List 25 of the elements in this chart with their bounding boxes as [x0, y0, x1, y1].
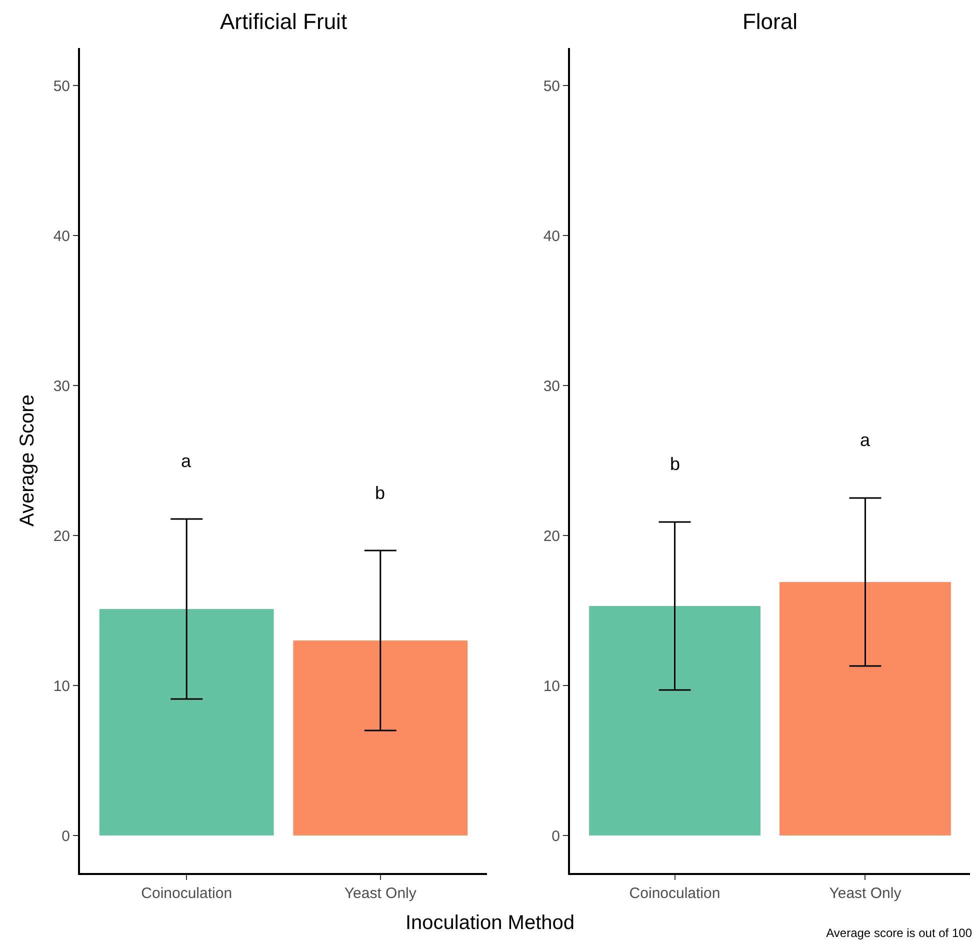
y-tick-label: 30	[53, 378, 70, 395]
y-tick-label: 30	[543, 378, 560, 395]
x-tick-label: Yeast Only	[829, 885, 902, 902]
y-tick-label: 20	[53, 528, 70, 545]
x-tick-label: Yeast Only	[344, 885, 417, 902]
y-axis-title: Average Score	[16, 394, 38, 526]
y-tick-label: 0	[552, 828, 560, 845]
x-tick-label: Coinoculation	[141, 885, 232, 902]
annotation: b	[670, 454, 680, 474]
y-tick-label: 40	[53, 228, 70, 245]
x-tick-label: Coinoculation	[629, 885, 720, 902]
annotation: b	[375, 483, 386, 503]
y-tick-label: 10	[53, 678, 70, 695]
annotation: a	[181, 451, 192, 471]
y-tick-label: 50	[543, 78, 560, 95]
text: Average score is out of 100	[826, 926, 972, 940]
annotation: a	[860, 430, 871, 450]
y-tick-label: 40	[543, 228, 560, 245]
y-tick-label: 0	[62, 828, 70, 845]
x-axis-title: Inoculation Method	[405, 912, 574, 934]
chart-title: Floral	[742, 9, 798, 34]
y-tick-label: 50	[53, 78, 70, 95]
y-tick-label: 10	[543, 678, 560, 695]
y-tick-label: 20	[543, 528, 560, 545]
chart-title: Artificial Fruit	[220, 9, 348, 34]
